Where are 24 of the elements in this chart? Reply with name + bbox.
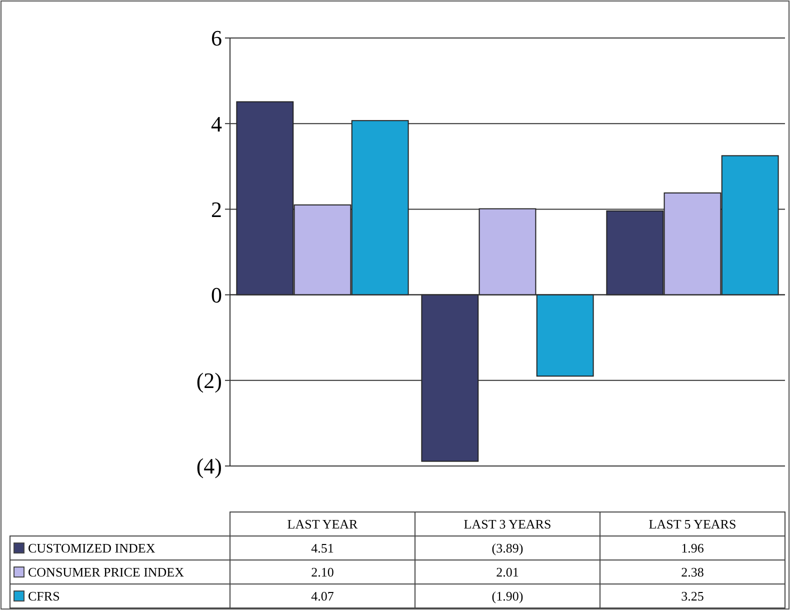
y-tick-label: (2)	[196, 368, 222, 394]
y-tick-label: 6	[211, 26, 222, 51]
data-label: 4.51	[311, 540, 334, 556]
data-label: 1.96	[681, 540, 704, 556]
bar	[536, 294, 594, 377]
legend-label: CFRS	[28, 588, 60, 604]
bar	[421, 294, 479, 462]
data-label: 2.10	[311, 564, 334, 580]
data-label: (1.90)	[492, 588, 524, 604]
legend-label: CUSTOMIZED INDEX	[28, 540, 156, 556]
data-label: 2.38	[681, 564, 704, 580]
y-tick-label: 0	[211, 282, 222, 308]
x-tick-label: LAST 5 YEARS	[648, 516, 736, 532]
y-tick-label: 2	[211, 196, 222, 222]
data-label: 4.07	[311, 588, 334, 604]
x-tick-label: LAST 3 YEARS	[464, 516, 552, 532]
bar	[478, 208, 536, 296]
legend-label: CONSUMER PRICE INDEX	[28, 564, 185, 580]
data-label: 3.25	[681, 588, 704, 604]
data-label: 2.01	[496, 564, 519, 580]
y-tick-label: (4)	[196, 454, 222, 479]
x-tick-label: LAST YEAR	[287, 516, 358, 532]
data-label: (3.89)	[492, 540, 524, 556]
y-tick-label: 4	[211, 111, 222, 136]
